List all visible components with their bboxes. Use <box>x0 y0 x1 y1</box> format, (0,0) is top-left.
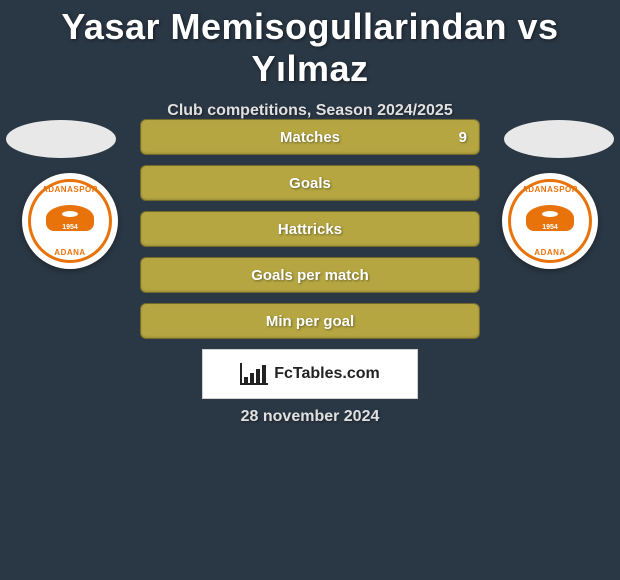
stat-label: Goals per match <box>251 267 369 284</box>
stat-row-gpm: Goals per match <box>140 257 480 293</box>
stats-table: Matches 9 Goals Hattricks Goals per matc… <box>140 119 480 349</box>
brand-link[interactable]: FcTables.com <box>202 349 418 399</box>
date-label: 28 november 2024 <box>0 408 620 426</box>
badge-text-bottom: ADANA <box>54 248 85 257</box>
club-badge-left: ADANASPOR 1954 ADANA <box>22 173 118 269</box>
stat-label: Min per goal <box>266 313 354 330</box>
chart-icon <box>240 363 268 385</box>
club-badge-right: ADANASPOR 1954 ADANA <box>502 173 598 269</box>
stat-label: Matches <box>280 129 340 146</box>
stat-row-goals: Goals <box>140 165 480 201</box>
brand-text: FcTables.com <box>274 365 380 383</box>
page-title: Yasar Memisogullarindan vs Yılmaz <box>0 0 620 90</box>
badge-text-top: ADANASPOR <box>42 185 98 194</box>
badge-year: 1954 <box>542 224 558 231</box>
player-right-avatar <box>504 120 614 158</box>
stat-row-hattricks: Hattricks <box>140 211 480 247</box>
subtitle: Club competitions, Season 2024/2025 <box>0 102 620 120</box>
badge-text-bottom: ADANA <box>534 248 565 257</box>
stat-row-matches: Matches 9 <box>140 119 480 155</box>
player-left-avatar <box>6 120 116 158</box>
stat-row-mpg: Min per goal <box>140 303 480 339</box>
badge-text-top: ADANASPOR <box>522 185 578 194</box>
stat-label: Goals <box>289 175 331 192</box>
badge-year: 1954 <box>62 224 78 231</box>
stat-value-right: 9 <box>459 129 467 146</box>
stat-label: Hattricks <box>278 221 342 238</box>
